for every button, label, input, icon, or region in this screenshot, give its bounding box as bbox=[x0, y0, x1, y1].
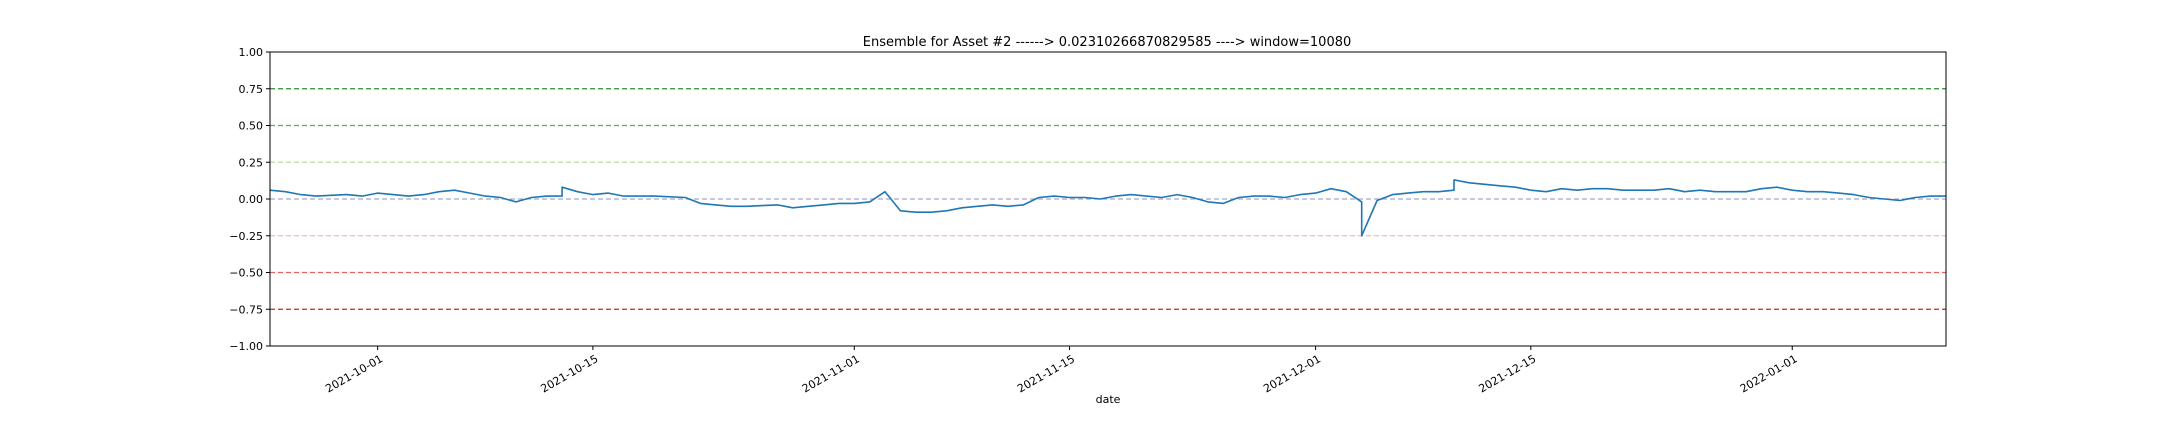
y-tick-label: −0.25 bbox=[229, 230, 263, 243]
x-tick-label: 2021-10-15 bbox=[539, 352, 601, 395]
x-tick-label: 2021-12-15 bbox=[1476, 352, 1538, 395]
x-tick-label: 2021-11-15 bbox=[1015, 352, 1077, 395]
y-tick-label: 0.00 bbox=[239, 193, 264, 206]
x-tick-label: 2021-10-01 bbox=[323, 352, 385, 395]
y-tick-label: 0.75 bbox=[239, 83, 264, 96]
y-tick-label: −0.50 bbox=[229, 267, 263, 280]
y-tick-label: 0.25 bbox=[239, 156, 264, 169]
series-layer bbox=[269, 179, 1946, 237]
reference-lines bbox=[270, 88, 1946, 310]
y-tick-label: 0.50 bbox=[239, 120, 264, 133]
y-axis: 1.00 0.75 0.50 0.25 0.00 −0.25 −0.50 −0.75 −1.00 bbox=[229, 46, 270, 353]
x-axis-label: date bbox=[1096, 393, 1121, 406]
y-tick-label: −1.00 bbox=[229, 340, 263, 353]
x-axis: 2021-10-01 2021-10-15 2021-11-01 2021-11-15… bbox=[323, 346, 1800, 395]
x-tick-label: 2021-11-01 bbox=[800, 352, 862, 395]
x-tick-label: 2021-12-01 bbox=[1261, 352, 1323, 395]
x-tick-label: 2022-01-01 bbox=[1738, 352, 1800, 395]
chart-title: Ensemble for Asset #2 ------> 0.02310266… bbox=[863, 35, 1352, 50]
series-line bbox=[269, 179, 1946, 237]
y-tick-label: −0.75 bbox=[229, 303, 263, 316]
y-tick-label: 1.00 bbox=[239, 46, 264, 59]
